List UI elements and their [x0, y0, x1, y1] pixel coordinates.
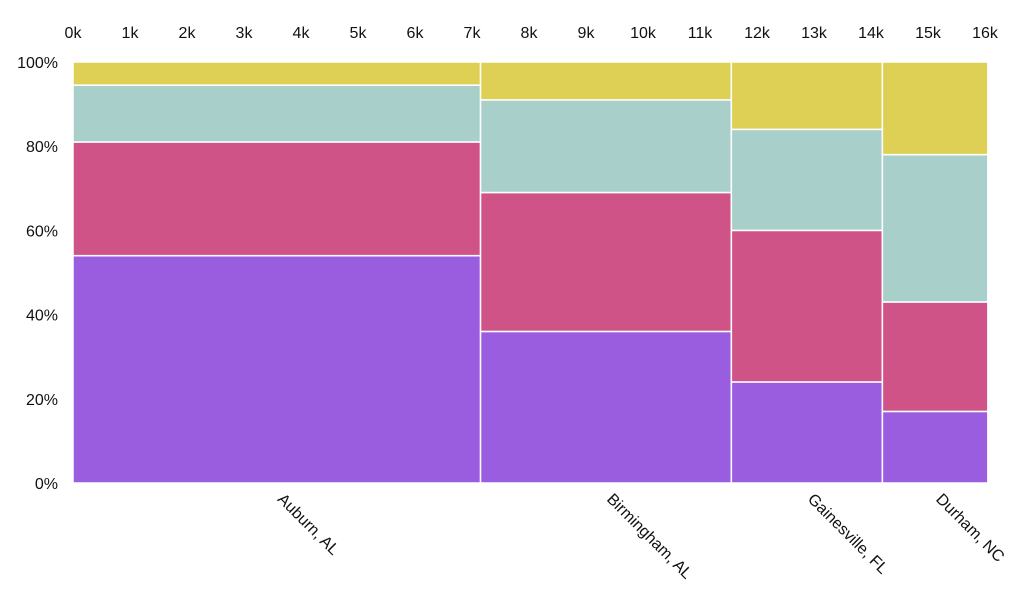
mosaic-cell: [479, 330, 733, 484]
x-tick-label: 10k: [630, 25, 657, 42]
y-tick-label: 20%: [26, 392, 58, 409]
x-tick-label: 3k: [236, 25, 254, 42]
y-tick-label: 0%: [35, 476, 58, 493]
mosaic-cell: [730, 128, 884, 232]
x-tick-label: 0k: [65, 25, 83, 42]
x-tick-label: 6k: [407, 25, 425, 42]
y-tick-label: 60%: [26, 223, 58, 240]
mosaic-cell: [479, 61, 733, 101]
mosaic-cell: [881, 153, 989, 303]
x-tick-label: 2k: [179, 25, 197, 42]
mosaic-cell: [730, 61, 884, 131]
category-label: Birmingham, AL: [603, 491, 695, 583]
x-tick-label: 8k: [521, 25, 539, 42]
x-tick-label: 16k: [972, 25, 999, 42]
x-tick-label: 9k: [578, 25, 596, 42]
x-tick-label: 15k: [915, 25, 942, 42]
x-axis-ticks: 0k 1k 2k 3k 4k 5k 6k 7k 8k 9k 10k 11k 12k 13k 14k 15k 16…: [65, 25, 999, 42]
x-tick-label: 14k: [858, 25, 885, 42]
mosaic-cell: [730, 229, 884, 383]
mosaic-cell: [479, 99, 733, 194]
mosaic-cell: [730, 381, 884, 484]
category-label: Auburn, AL: [274, 491, 342, 559]
mosaic-cell: [881, 301, 989, 413]
mosaic-cell: [479, 191, 733, 333]
mosaic-cell: [881, 410, 989, 484]
mosaic-cell: [72, 61, 482, 86]
x-tick-label: 4k: [293, 25, 311, 42]
category-labels: Auburn, AL Birmingham, AL Gainesville, FL D…: [274, 491, 1007, 583]
mosaic-cell: [72, 141, 482, 257]
y-tick-label: 40%: [26, 308, 58, 325]
x-tick-label: 7k: [464, 25, 482, 42]
y-tick-label: 80%: [26, 139, 58, 156]
x-tick-label: 1k: [122, 25, 140, 42]
mosaic-cell: [72, 84, 482, 143]
x-tick-label: 5k: [350, 25, 368, 42]
mosaic-cell: [881, 61, 989, 156]
category-label: Gainesville, FL: [804, 491, 891, 578]
mosaic-cell: [72, 254, 482, 484]
category-label: Durham, NC: [932, 491, 1007, 566]
x-tick-label: 11k: [688, 25, 714, 42]
y-tick-label: 100%: [17, 55, 58, 72]
x-tick-label: 13k: [801, 25, 828, 42]
x-tick-label: 12k: [744, 25, 771, 42]
y-axis-ticks: 0% 20% 40% 60% 80% 100%: [17, 55, 58, 493]
mosaic-cells: [72, 61, 989, 484]
